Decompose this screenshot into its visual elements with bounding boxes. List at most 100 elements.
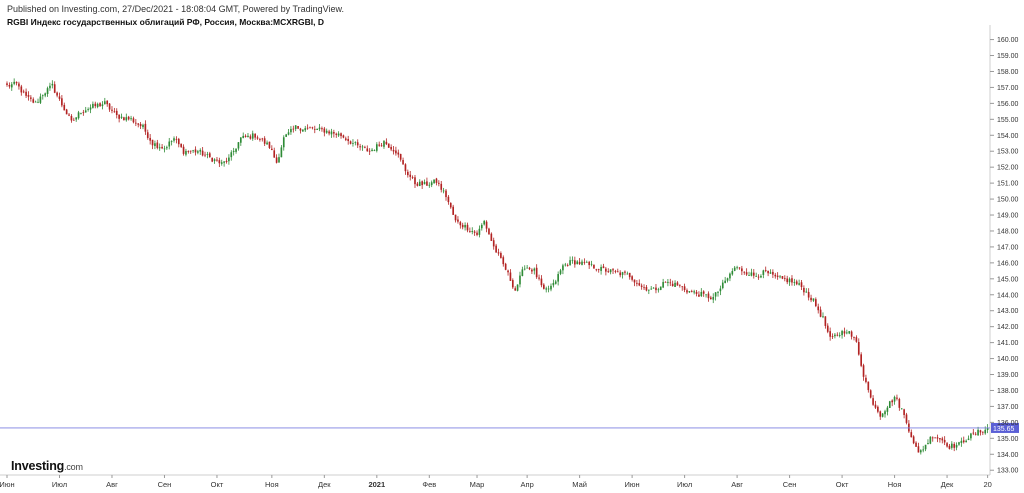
candle-body (96, 103, 99, 108)
candle-body (84, 110, 87, 113)
candle-body (247, 135, 249, 138)
candle-body (566, 265, 569, 266)
candle-body (8, 85, 11, 87)
candle-body (702, 291, 705, 294)
candle-body (533, 268, 536, 271)
candle-body (836, 334, 839, 336)
chart-title: RGBI Индекс государственных облигаций РФ… (7, 17, 325, 27)
y-tick-label: 134.00 (997, 452, 1019, 459)
candle-body (449, 202, 452, 208)
candle-body (793, 282, 796, 283)
candle-body (745, 272, 748, 275)
candle-body (982, 431, 984, 433)
candle-body (781, 276, 784, 279)
candle-body (137, 123, 140, 125)
candle-body (846, 332, 848, 334)
candle-body (94, 103, 97, 107)
candle-body (311, 127, 314, 129)
y-tick-label: 140.00 (997, 356, 1019, 363)
y-tick-label: 144.00 (997, 292, 1019, 299)
candle-body (299, 128, 302, 131)
candle-body (698, 294, 700, 297)
candle-body (495, 245, 497, 253)
candle-body (22, 91, 25, 93)
candle-body (860, 354, 862, 366)
candle-body (187, 151, 190, 152)
candle-body (113, 111, 116, 113)
candle-body (667, 281, 669, 283)
candle-body (13, 81, 15, 84)
candle-body (984, 429, 987, 434)
candle-body (263, 138, 266, 144)
candle-body (862, 365, 865, 377)
candle-body (509, 272, 512, 281)
candle-body (559, 270, 562, 274)
candle-body (61, 98, 63, 106)
candle-body (650, 288, 653, 290)
candle-body (206, 154, 209, 155)
candle-body (817, 306, 820, 311)
candle-body (927, 443, 929, 445)
candle-body (89, 107, 92, 110)
candle-body (318, 127, 321, 130)
y-tick-label: 148.00 (997, 228, 1019, 235)
candle-body (34, 101, 37, 103)
candle-body (392, 149, 395, 152)
candle-body (752, 272, 755, 276)
candle-body (10, 84, 13, 88)
candle-body (416, 183, 419, 186)
candle-body (344, 138, 347, 140)
candle-body (511, 280, 514, 288)
candle-body (695, 291, 698, 294)
candle-body (380, 145, 383, 147)
candle-body (910, 432, 913, 438)
candle-body (628, 272, 631, 278)
candle-body (707, 293, 710, 299)
investing-logo: Investing.com (11, 459, 83, 473)
candle-body (803, 287, 805, 293)
candle-body (275, 157, 278, 163)
candle-body (958, 442, 960, 445)
candle-body (681, 286, 684, 288)
candle-body (287, 132, 290, 135)
candle-body (838, 335, 841, 336)
candle-body (576, 261, 579, 265)
candle-body (459, 222, 462, 226)
candle-body (955, 444, 958, 448)
candle-body (426, 181, 428, 186)
candle-body (158, 147, 161, 149)
candle-body (457, 219, 459, 222)
candle-body (595, 269, 598, 271)
y-tick-label: 159.00 (997, 53, 1019, 60)
candle-body (939, 438, 941, 440)
candle-body (535, 267, 538, 278)
candle-body (354, 142, 357, 144)
candle-body (614, 270, 617, 272)
candle-body (822, 316, 824, 318)
candle-body (741, 268, 743, 272)
candle-body (946, 443, 948, 447)
candle-body (578, 261, 581, 265)
candle-body (953, 444, 956, 448)
candle-body (497, 252, 500, 254)
y-tick-label: 145.00 (997, 276, 1019, 283)
y-tick-label: 155.00 (997, 117, 1019, 124)
candle-body (523, 268, 526, 270)
x-tick-label: Ноя (265, 480, 279, 489)
candle-body (30, 97, 32, 99)
candle-body (321, 128, 323, 130)
candle-body (168, 141, 171, 147)
candle-body (962, 440, 965, 443)
candle-body (41, 95, 44, 97)
y-axis: 133.00 134.00 135.00 136.00 137.00 138.00 139.… (990, 37, 1019, 475)
candle-body (908, 423, 910, 432)
candle-body (597, 269, 600, 271)
y-tick-label: 152.00 (997, 165, 1019, 172)
candle-body (748, 275, 750, 276)
y-tick-label: 153.00 (997, 149, 1019, 156)
candle-body (313, 128, 316, 130)
y-tick-label: 157.00 (997, 85, 1019, 92)
candle-body (738, 267, 741, 269)
candle-body (435, 178, 438, 183)
